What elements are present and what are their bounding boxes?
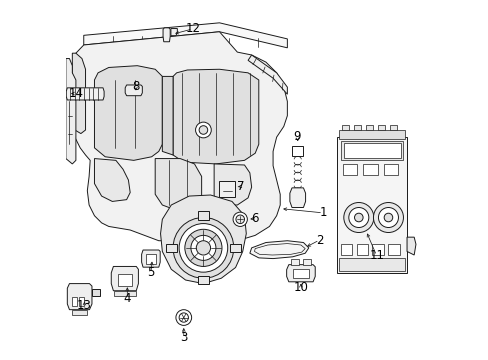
Polygon shape [337,137,406,273]
Polygon shape [406,237,415,255]
Circle shape [196,241,210,255]
Text: 12: 12 [185,22,200,35]
Polygon shape [160,195,246,284]
Circle shape [384,213,392,222]
Text: 2: 2 [315,234,323,247]
Bar [145,254,156,264]
Polygon shape [289,188,305,207]
Polygon shape [94,158,130,202]
Bar [356,244,367,255]
Circle shape [190,235,216,260]
Bar [303,259,310,265]
Polygon shape [162,76,173,155]
Bar [290,259,298,265]
Circle shape [179,224,227,272]
Bar [339,130,405,139]
Polygon shape [92,289,100,296]
Circle shape [199,126,207,134]
Polygon shape [66,59,76,164]
Circle shape [348,207,368,228]
Bar [340,141,403,160]
Text: 11: 11 [368,249,384,262]
Bar [384,164,398,175]
Text: 8: 8 [132,80,139,93]
Polygon shape [171,28,177,36]
Polygon shape [142,250,160,267]
Polygon shape [214,164,251,205]
Circle shape [176,310,191,325]
Bar [165,244,176,252]
Bar [291,147,303,156]
Bar [341,125,348,130]
Bar [72,297,77,306]
Circle shape [235,215,244,224]
Bar [230,244,241,252]
Text: 13: 13 [77,299,92,312]
Text: 3: 3 [180,332,187,345]
Polygon shape [125,85,142,96]
Circle shape [373,203,403,233]
Text: 10: 10 [293,282,308,294]
Bar [372,244,383,255]
Text: 6: 6 [251,212,259,225]
Bar [340,244,352,255]
Bar [387,244,399,255]
Bar [114,291,135,296]
Circle shape [233,212,247,226]
Polygon shape [247,55,287,94]
Bar [353,125,360,130]
Circle shape [378,207,398,228]
Bar [118,274,132,287]
Polygon shape [72,32,287,241]
Text: 9: 9 [293,130,301,143]
Text: 5: 5 [147,266,154,279]
Polygon shape [67,284,92,310]
Polygon shape [286,265,315,282]
Bar [198,276,208,284]
Text: 1: 1 [319,206,326,219]
Polygon shape [249,241,308,258]
Circle shape [354,213,363,222]
Text: 4: 4 [123,292,131,305]
Bar [377,125,385,130]
Text: 14: 14 [68,87,83,100]
Bar [72,310,86,315]
Polygon shape [83,23,287,48]
Polygon shape [72,53,85,134]
Polygon shape [111,266,138,291]
Circle shape [184,229,222,266]
Polygon shape [155,158,201,210]
Circle shape [195,122,211,138]
Polygon shape [219,181,235,197]
Bar [339,257,405,271]
Bar [80,297,84,306]
Bar [363,164,377,175]
Polygon shape [163,28,170,42]
Bar [343,143,400,158]
Bar [292,269,308,278]
Bar [342,164,356,175]
Bar [198,211,208,220]
Circle shape [343,203,373,233]
Bar [365,125,372,130]
Polygon shape [173,69,258,164]
Circle shape [179,313,188,322]
Polygon shape [66,88,104,100]
Polygon shape [94,66,162,160]
Text: 7: 7 [237,180,244,193]
Bar [389,125,397,130]
Circle shape [173,217,233,278]
